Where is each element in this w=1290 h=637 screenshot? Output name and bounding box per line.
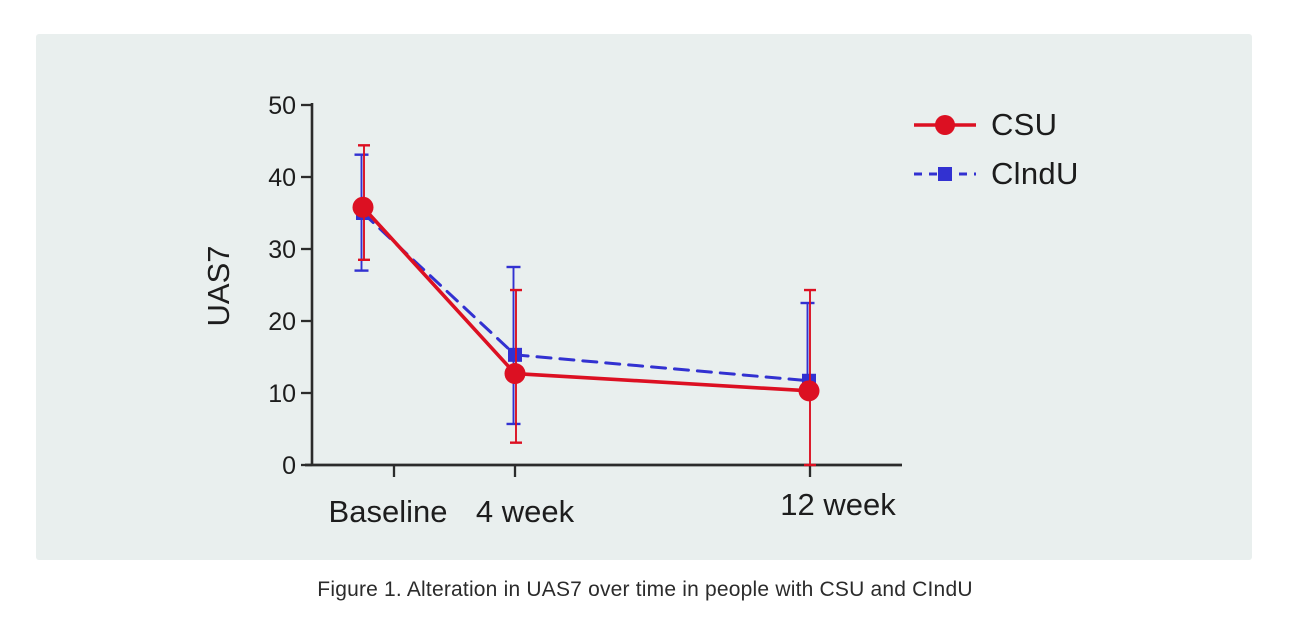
y-tick-label: 0 bbox=[282, 452, 296, 480]
y-tick-label: 40 bbox=[268, 164, 296, 192]
clndu-dashed-marker-icon bbox=[914, 167, 976, 181]
y-tick-label: 30 bbox=[268, 236, 296, 264]
clndu-marker-1 bbox=[508, 347, 522, 362]
figure-caption: Figure 1. Alteration in UAS7 over time i… bbox=[317, 578, 973, 601]
y-axis-title: UAS7 bbox=[201, 246, 236, 327]
legend-item-clndu: ClndU bbox=[911, 156, 1079, 191]
chart-legend: CSU ClndU bbox=[911, 107, 1079, 191]
x-tick-label: Baseline bbox=[329, 494, 448, 529]
csu-marker-2 bbox=[798, 380, 820, 402]
csu-marker-0 bbox=[352, 196, 374, 218]
x-tick-label: 4 week bbox=[476, 494, 575, 529]
clndu-legend-label: ClndU bbox=[991, 156, 1079, 191]
csu-line-marker-icon bbox=[914, 115, 976, 135]
clndu-line bbox=[361, 211, 811, 383]
x-tick-label: 12 week bbox=[780, 487, 896, 522]
csu-legend-label: CSU bbox=[991, 107, 1058, 142]
legend-item-csu: CSU bbox=[911, 107, 1079, 142]
y-tick-label: 50 bbox=[268, 92, 296, 120]
y-tick-label: 20 bbox=[268, 308, 296, 336]
csu-marker-1 bbox=[504, 363, 526, 385]
csu-line bbox=[361, 205, 811, 393]
y-tick-label: 10 bbox=[268, 380, 296, 408]
chart-panel: 0 10 20 30 40 50 Baseline 4 week 12 week UAS7 CSU… bbox=[36, 34, 1252, 560]
uas7-line-chart: 0 10 20 30 40 50 Baseline 4 week 12 week UAS7 bbox=[201, 92, 902, 529]
